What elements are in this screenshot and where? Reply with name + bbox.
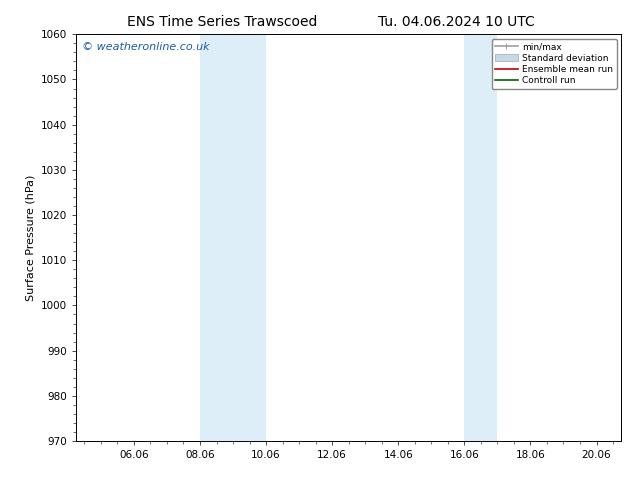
Y-axis label: Surface Pressure (hPa): Surface Pressure (hPa)	[25, 174, 36, 301]
Text: © weatheronline.co.uk: © weatheronline.co.uk	[82, 43, 209, 52]
Text: Tu. 04.06.2024 10 UTC: Tu. 04.06.2024 10 UTC	[378, 15, 535, 29]
Bar	[200, 34, 266, 441]
Bar	[464, 34, 498, 441]
Text: ENS Time Series Trawscoed: ENS Time Series Trawscoed	[127, 15, 317, 29]
Legend: min/max, Standard deviation, Ensemble mean run, Controll run: min/max, Standard deviation, Ensemble me…	[491, 39, 617, 89]
